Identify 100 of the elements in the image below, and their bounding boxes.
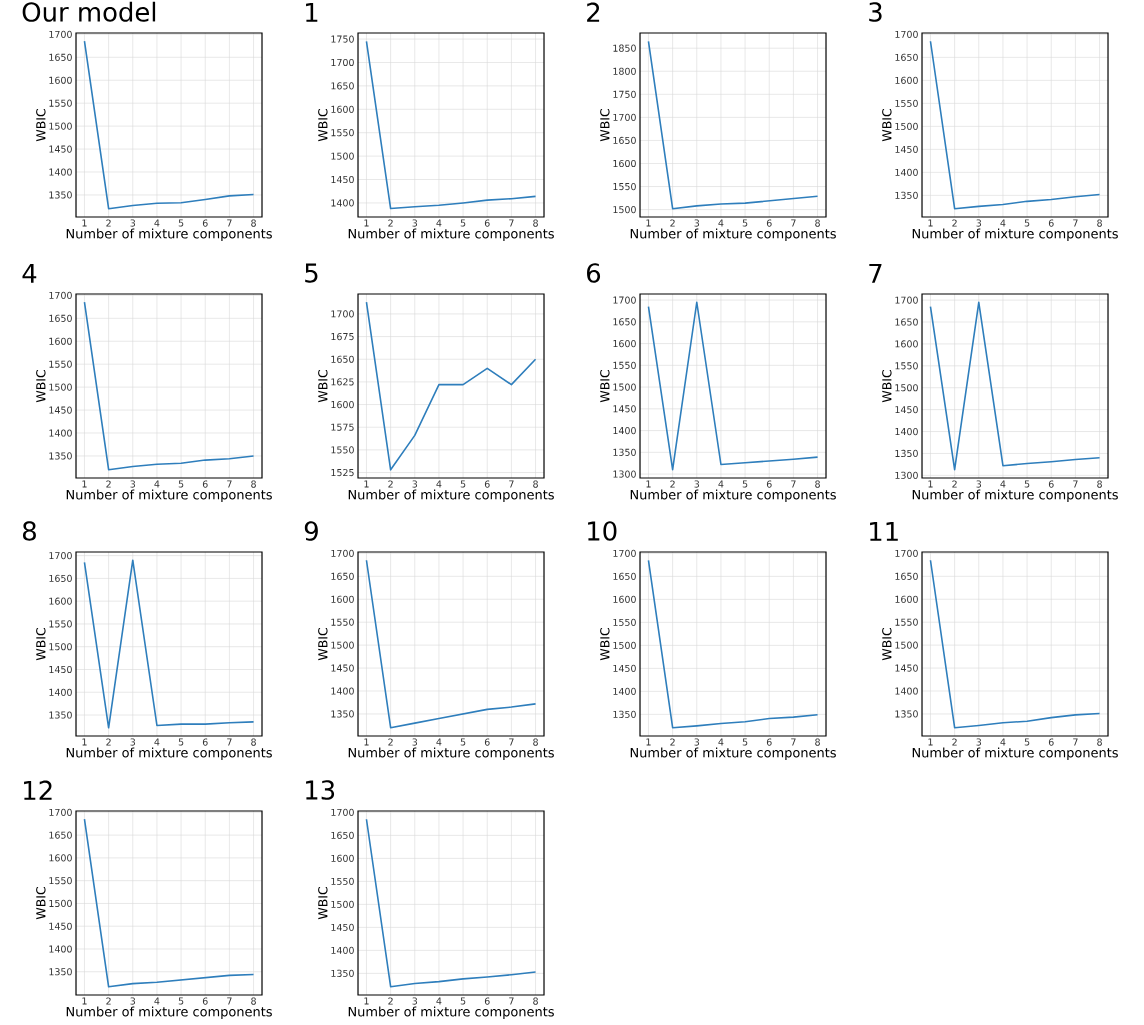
y-tick-label: 1350: [895, 191, 918, 199]
y-tick-label: 1350: [613, 710, 636, 718]
y-axis-title: WBIC: [600, 370, 610, 403]
y-tick-label: 1450: [613, 664, 636, 672]
y-tick-label: 1550: [895, 99, 918, 107]
y-tick-label: 1650: [613, 318, 636, 326]
y-tick-label: 1700: [49, 291, 72, 299]
x-tick-label: 6: [202, 480, 208, 488]
x-tick-label: 3: [976, 480, 982, 488]
x-tick-label: 7: [509, 219, 514, 227]
x-tick-label: 1: [646, 738, 651, 746]
y-tick-label: 1650: [331, 355, 354, 363]
x-tick-label: 7: [509, 480, 514, 488]
y-tick-label: 1350: [49, 191, 72, 199]
x-axis-title: Number of mixture components: [630, 228, 836, 242]
y-tick-label: 1550: [331, 446, 354, 454]
y-tick-label: 1800: [613, 67, 636, 75]
x-tick-label: 7: [509, 738, 514, 746]
y-tick-label: 1500: [613, 641, 636, 649]
y-tick-label: 1550: [895, 618, 918, 626]
line-series: [83, 559, 255, 729]
y-tick-label: 1400: [49, 429, 72, 437]
y-tick-label: 1600: [895, 76, 918, 84]
x-tick-label: 5: [178, 738, 184, 746]
y-tick-label: 1550: [49, 877, 72, 885]
chart-title: 9: [304, 521, 318, 541]
y-tick-label: 1450: [613, 405, 636, 413]
x-tick-label: 8: [533, 997, 538, 1005]
x-tick-label: 6: [202, 738, 208, 746]
x-tick-label: 2: [388, 738, 393, 746]
x-tick-label: 2: [106, 738, 111, 746]
x-tick-label: 4: [718, 480, 724, 488]
chart-title: 8: [22, 521, 36, 541]
y-tick-label: 1575: [331, 423, 354, 431]
y-tick-label: 1600: [613, 159, 636, 168]
y-tick-label: 1450: [49, 922, 72, 930]
y-axis-title: WBIC: [882, 628, 892, 661]
x-tick-label: 5: [460, 997, 466, 1005]
line-series: [365, 818, 537, 988]
x-tick-label: 2: [670, 738, 675, 746]
y-tick-label: 1600: [331, 595, 354, 603]
y-tick-label: 1675: [331, 332, 354, 341]
y-tick-label: 1625: [331, 378, 354, 386]
x-axis-title: Number of mixture components: [66, 489, 272, 503]
x-tick-label: 8: [533, 480, 538, 488]
y-tick-label: 1400: [331, 199, 354, 207]
y-tick-label: 1600: [895, 340, 918, 348]
x-tick-label: 6: [202, 219, 208, 227]
x-axis-title: Number of mixture components: [630, 489, 836, 503]
x-tick-label: 7: [791, 219, 796, 227]
x-tick-label: 3: [694, 480, 700, 488]
y-tick-label: 1400: [331, 687, 354, 695]
x-tick-label: 3: [412, 480, 418, 488]
y-tick-label: 1600: [331, 400, 354, 409]
x-tick-label: 8: [533, 738, 538, 746]
x-tick-label: 3: [130, 738, 136, 746]
y-axis-title: WBIC: [36, 887, 46, 920]
y-tick-label: 1700: [49, 808, 72, 816]
x-tick-label: 5: [742, 480, 748, 488]
x-tick-label: 2: [670, 480, 675, 488]
x-tick-label: 5: [742, 219, 748, 227]
y-tick-label: 1350: [49, 452, 72, 460]
x-tick-label: 4: [436, 738, 442, 746]
x-tick-label: 4: [718, 219, 724, 227]
y-tick-label: 1350: [49, 968, 72, 976]
x-tick-label: 5: [178, 480, 184, 488]
chart-title: 4: [22, 263, 37, 283]
chart-title: 3: [869, 2, 882, 22]
y-tick-label: 1600: [613, 595, 636, 603]
x-axis-title: Number of mixture components: [348, 228, 554, 242]
y-axis-title: WBIC: [600, 628, 610, 661]
y-tick-label: 1450: [895, 664, 918, 672]
x-tick-label: 8: [815, 738, 820, 746]
y-tick-label: 1750: [331, 35, 354, 43]
y-tick-label: 1650: [613, 136, 636, 145]
line-series: [929, 301, 1101, 471]
chart-title: 2: [587, 2, 600, 22]
x-tick-label: 6: [1048, 219, 1054, 227]
x-axis-title: Number of mixture components: [912, 489, 1118, 503]
x-tick-label: 7: [509, 997, 514, 1005]
x-tick-label: 5: [1024, 219, 1030, 227]
x-tick-label: 8: [1097, 219, 1102, 227]
x-tick-label: 1: [82, 219, 87, 227]
y-tick-label: 1300: [613, 470, 636, 478]
y-tick-label: 1400: [49, 168, 72, 176]
x-tick-label: 8: [815, 480, 820, 488]
y-tick-label: 1500: [331, 900, 354, 908]
y-tick-label: 1700: [895, 549, 918, 557]
y-tick-label: 1700: [895, 30, 918, 38]
y-tick-label: 1300: [895, 471, 918, 479]
y-axis-title: WBIC: [36, 628, 46, 661]
x-tick-label: 5: [178, 997, 184, 1005]
y-axis-title: WBIC: [318, 628, 328, 661]
x-tick-label: 7: [1073, 738, 1078, 746]
chart-title: 11: [870, 521, 898, 541]
x-axis-title: Number of mixture components: [66, 1006, 272, 1020]
y-tick-label: 1550: [613, 618, 636, 626]
chart-title: 5: [305, 263, 318, 283]
x-tick-label: 6: [766, 219, 772, 227]
x-tick-label: 2: [952, 738, 957, 746]
